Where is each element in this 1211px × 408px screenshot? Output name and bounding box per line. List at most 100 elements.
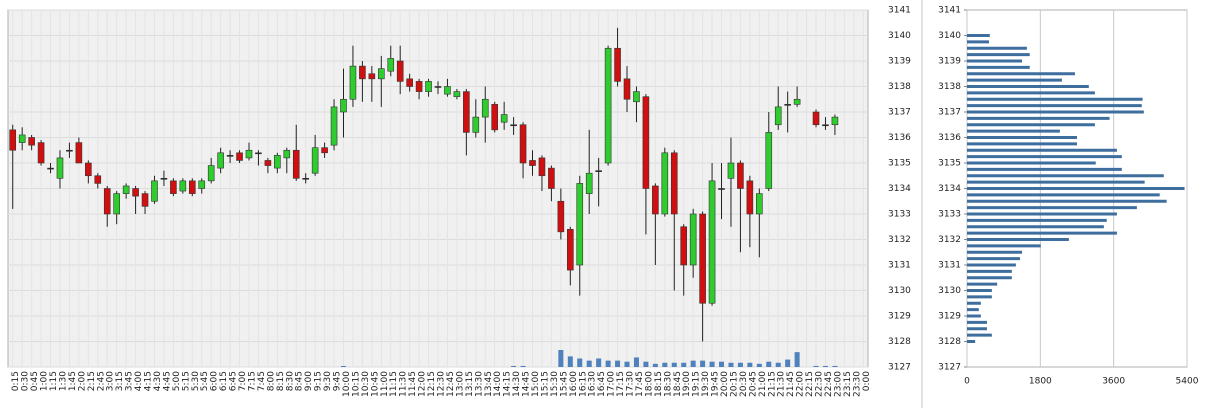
- x-tick-label: 17:30: [626, 371, 636, 397]
- candle-body: [784, 104, 791, 106]
- volume-bar: [766, 361, 772, 367]
- y-tick-label: 3132: [938, 235, 961, 245]
- x-tick-label: 16:45: [597, 371, 607, 397]
- profile-bar: [967, 148, 1117, 152]
- y-tick-label: 3139: [888, 57, 911, 67]
- y-tick-label: 3133: [938, 210, 961, 220]
- candle-body: [340, 98, 347, 113]
- y-tick-label: 3128: [938, 337, 961, 347]
- candle-body: [226, 155, 234, 157]
- x-tick-label: 8:15: [276, 371, 286, 391]
- x-tick-label: 0:00: [862, 371, 872, 391]
- x-tick-label: 21:15: [767, 371, 777, 397]
- candle-body: [793, 98, 801, 105]
- x-tick-label: 23:15: [843, 371, 853, 397]
- volume-bar: [728, 362, 734, 367]
- candle-body: [463, 91, 470, 133]
- candle-body: [670, 152, 678, 215]
- candle-body: [349, 65, 357, 100]
- volume-bar: [822, 365, 828, 367]
- candle-body: [557, 200, 565, 233]
- candle-body: [415, 81, 423, 92]
- profile-bar: [967, 212, 1117, 216]
- volume-bar: [681, 362, 687, 367]
- profile-bar: [967, 104, 1142, 108]
- candle-body: [831, 116, 839, 126]
- candle-body: [217, 152, 224, 169]
- profile-bar: [967, 238, 1069, 241]
- candle-body: [491, 104, 499, 131]
- x-tick-label: 0: [964, 377, 970, 387]
- x-tick-label: 1:45: [68, 371, 78, 391]
- y-tick-label: 3127: [888, 363, 911, 373]
- candle-body: [812, 111, 820, 126]
- y-tick-label: 3135: [888, 159, 911, 169]
- candle-body: [614, 47, 621, 82]
- y-tick-label: 3137: [888, 108, 911, 118]
- y-tick-label: 3136: [938, 133, 961, 143]
- x-tick-label: 10:15: [351, 371, 361, 397]
- volume-bar: [615, 360, 621, 367]
- candle-body: [56, 157, 64, 179]
- x-tick-label: 21:00: [758, 371, 768, 397]
- candle-body: [188, 180, 196, 194]
- x-tick-label: 3:45: [125, 371, 135, 391]
- candle-body: [198, 180, 206, 189]
- volume-bar: [719, 361, 725, 367]
- x-tick-label: 17:15: [616, 371, 626, 397]
- candle-body: [160, 178, 168, 180]
- x-tick-label: 8:00: [266, 371, 276, 391]
- profile-bar: [967, 263, 1016, 267]
- x-tick-label: 10:00: [342, 371, 352, 397]
- candle-body: [9, 129, 17, 151]
- candle-body: [756, 193, 763, 215]
- profile-bar: [967, 123, 1095, 127]
- x-tick-label: 13:15: [465, 371, 475, 397]
- x-tick-label: 9:15: [314, 371, 324, 391]
- candle-body: [822, 124, 829, 127]
- x-tick-label: 15:45: [559, 371, 569, 397]
- x-tick-label: 1:15: [49, 371, 59, 391]
- candle-body: [274, 155, 281, 169]
- candle-body: [567, 229, 574, 271]
- candle-body: [359, 65, 366, 80]
- y-tick-label: 3131: [938, 261, 961, 271]
- candle-body: [207, 165, 215, 182]
- volume-bar: [785, 359, 791, 367]
- x-tick-label: 23:00: [833, 371, 843, 397]
- profile-bar: [967, 136, 1077, 139]
- candle-body: [311, 147, 319, 174]
- candle-body: [708, 180, 716, 304]
- volume-bar: [794, 352, 800, 367]
- x-tick-label: 20:30: [739, 371, 749, 397]
- x-tick-label: 22:00: [796, 371, 806, 397]
- x-tick-label: 16:30: [588, 371, 598, 397]
- y-tick-label: 3141: [938, 6, 961, 16]
- volume-bar: [690, 360, 696, 367]
- candle-body: [151, 180, 158, 202]
- x-tick-label: 12:30: [437, 371, 447, 397]
- x-tick-label: 9:00: [304, 371, 314, 391]
- volume-bar: [643, 361, 649, 367]
- candle-body: [406, 78, 413, 87]
- profile-bar: [967, 333, 992, 337]
- y-tick-label: 3128: [888, 337, 911, 347]
- x-tick-label: 11:00: [380, 371, 390, 397]
- candle-body: [595, 170, 602, 172]
- y-tick-label: 3135: [938, 159, 961, 169]
- y-tick-label: 3141: [888, 6, 911, 16]
- x-tick-label: 3:00: [106, 371, 116, 391]
- profile-bar: [967, 110, 1144, 114]
- profile-bar: [967, 34, 990, 37]
- candle-body: [66, 149, 73, 152]
- x-tick-label: 2:45: [96, 371, 106, 391]
- candle-body: [255, 152, 262, 155]
- candle-body: [623, 78, 631, 100]
- x-tick-label: 7:00: [238, 371, 248, 391]
- x-tick-label: 16:15: [578, 371, 588, 397]
- x-tick-label: 11:15: [389, 371, 399, 397]
- x-tick-label: 22:15: [805, 371, 815, 397]
- profile-bar: [967, 65, 1030, 69]
- candle-body: [642, 96, 650, 189]
